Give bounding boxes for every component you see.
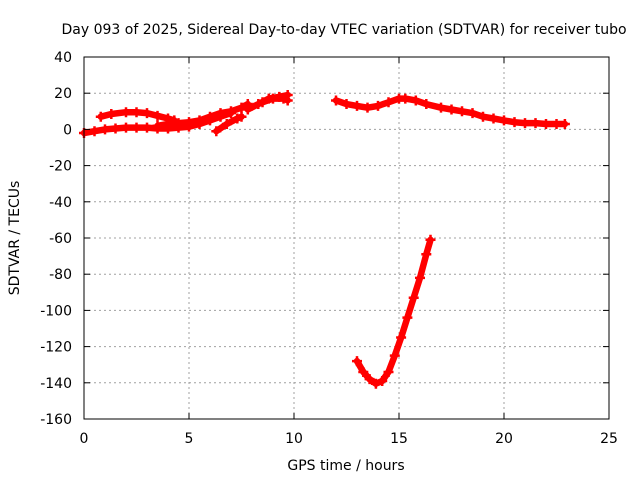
y-tick-label: -160 <box>40 412 72 428</box>
data-point <box>236 111 247 122</box>
data-point <box>282 95 293 106</box>
data-point <box>499 115 509 126</box>
data-point <box>467 108 478 119</box>
data-point <box>415 272 425 283</box>
data-point <box>226 106 236 117</box>
data-point <box>373 100 383 111</box>
data-point <box>362 102 373 113</box>
data-point <box>541 118 551 129</box>
data-point <box>551 118 562 129</box>
x-axis-label: GPS time / hours <box>287 458 404 474</box>
data-point <box>163 118 173 129</box>
data-point <box>341 99 352 110</box>
data-point <box>95 111 106 122</box>
series-arc-6 <box>257 93 293 108</box>
data-point <box>370 378 381 389</box>
data-point <box>396 332 407 343</box>
y-tick-label: 0 <box>63 122 72 138</box>
data-point <box>421 249 432 260</box>
data-point <box>215 108 226 119</box>
data-point <box>520 118 530 129</box>
series-trace <box>154 100 252 130</box>
data-point <box>106 109 117 120</box>
x-tick-label: 0 <box>80 431 89 447</box>
data-point <box>436 102 446 113</box>
data-point <box>194 115 205 126</box>
data-point <box>121 107 131 118</box>
data-point <box>331 95 341 106</box>
x-tick-label: 15 <box>390 431 408 447</box>
x-tick-label: 25 <box>600 431 618 447</box>
y-tick-label: -120 <box>40 340 72 356</box>
y-tick-label: 20 <box>54 86 72 102</box>
data-point <box>488 113 499 124</box>
y-axis-label: SDTVAR / TECUs <box>7 181 23 296</box>
series-arc-7 <box>331 93 570 129</box>
data-point <box>110 123 121 134</box>
y-tick-label: -140 <box>40 376 72 392</box>
data-point <box>242 104 253 115</box>
data-point <box>530 118 541 129</box>
data-point <box>383 97 394 108</box>
data-point <box>121 122 131 133</box>
data-point <box>389 350 400 361</box>
data-point <box>352 356 362 367</box>
data-point <box>142 108 152 119</box>
x-tick-label: 5 <box>185 431 194 447</box>
data-point <box>236 102 247 113</box>
axis-ticks <box>83 56 610 420</box>
data-point <box>184 117 194 128</box>
chart-title: Day 093 of 2025, Sidereal Day-to-day VTE… <box>61 22 626 38</box>
data-series <box>79 90 570 389</box>
series-arc-3 <box>152 99 253 131</box>
data-point <box>425 234 436 245</box>
data-point <box>364 374 375 385</box>
data-point <box>221 118 232 129</box>
y-tick-label: 40 <box>54 50 72 66</box>
data-point <box>377 375 388 386</box>
y-tick-label: -100 <box>40 303 72 319</box>
series-arc-8 <box>352 234 436 389</box>
data-point <box>402 312 413 323</box>
data-point <box>205 111 215 122</box>
data-point <box>457 106 467 117</box>
y-tick-label: -60 <box>49 231 72 247</box>
data-point <box>89 126 100 137</box>
y-tick-label: -20 <box>49 159 72 175</box>
data-point <box>173 118 184 129</box>
x-tick-label: 10 <box>285 431 303 447</box>
data-point <box>383 366 394 377</box>
data-point <box>131 122 142 133</box>
data-point <box>400 93 411 104</box>
data-point <box>446 104 457 115</box>
series-arc-4 <box>211 111 247 137</box>
x-tick-label: 20 <box>495 431 513 447</box>
data-point <box>421 99 432 110</box>
data-point <box>152 110 163 121</box>
data-point <box>152 120 163 131</box>
y-tick-label: -80 <box>49 267 72 283</box>
data-point <box>257 97 268 108</box>
data-point <box>509 117 520 128</box>
data-point <box>268 93 278 104</box>
data-point <box>100 124 110 135</box>
data-point <box>559 118 570 129</box>
data-point <box>142 122 152 133</box>
data-point <box>408 292 419 303</box>
data-point <box>211 126 222 137</box>
data-point <box>131 107 142 118</box>
data-point <box>410 95 421 106</box>
x-tick-labels: 0 5 10 15 20 25 <box>80 431 618 447</box>
data-point <box>352 100 362 111</box>
y-tick-labels: 40 20 0 -20 -40 -60 -80 -100 -120 -140 -160 <box>40 50 72 428</box>
data-point <box>358 366 369 377</box>
data-point <box>478 111 488 122</box>
y-tick-label: -40 <box>49 195 72 211</box>
